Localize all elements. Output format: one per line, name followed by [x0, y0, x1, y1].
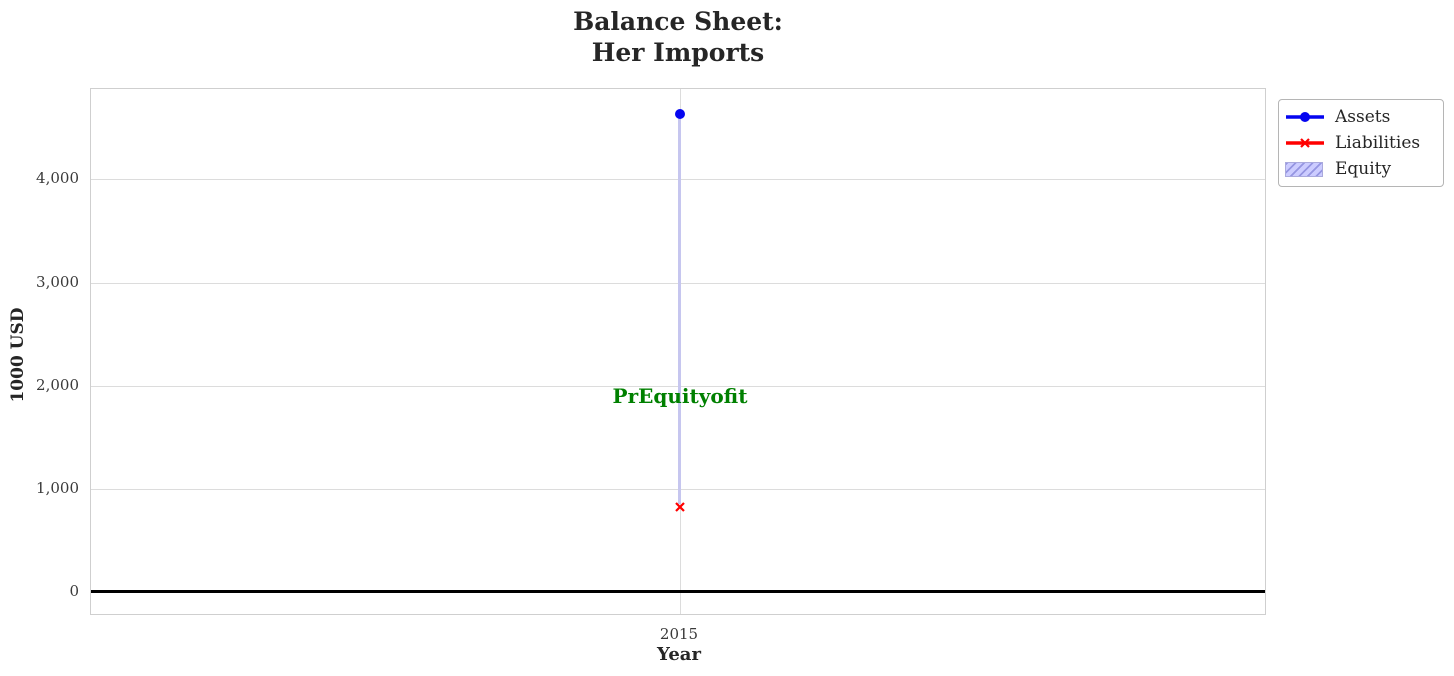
- legend-label-assets: Assets: [1335, 107, 1391, 127]
- liabilities-line-marker-icon: [1285, 135, 1325, 151]
- y-tick-2000: 2,000: [36, 376, 79, 394]
- legend-item-assets: Assets: [1285, 104, 1437, 130]
- equity-annotation: PrEquityofit: [612, 384, 748, 408]
- y-tick-3000: 3,000: [36, 273, 79, 291]
- y-tick-1000: 1,000: [36, 479, 79, 497]
- y-axis-label: 1000 USD: [8, 307, 28, 403]
- legend-item-equity: Equity: [1285, 156, 1437, 182]
- x-axis-label: Year: [657, 644, 701, 665]
- assets-line-marker-icon: [1285, 109, 1325, 125]
- legend-label-equity: Equity: [1335, 159, 1392, 179]
- x-marker-icon: [675, 502, 685, 512]
- legend-label-liabilities: Liabilities: [1335, 133, 1421, 153]
- legend-item-liabilities: Liabilities: [1285, 130, 1437, 156]
- y-tick-4000: 4,000: [36, 169, 79, 187]
- legend: Assets Liabilities Equity: [1278, 99, 1444, 187]
- y-tick-0: 0: [69, 582, 79, 600]
- equity-hatch-swatch-icon: [1285, 161, 1325, 177]
- assets-data-point: [675, 109, 685, 119]
- chart-title: Balance Sheet: Her Imports: [573, 7, 783, 67]
- plot-area: PrEquityofit: [90, 88, 1266, 615]
- zero-axis-line: [91, 590, 1265, 593]
- equity-area: [678, 113, 681, 504]
- liabilities-data-point: [674, 498, 686, 512]
- x-tick-2015: 2015: [659, 625, 699, 643]
